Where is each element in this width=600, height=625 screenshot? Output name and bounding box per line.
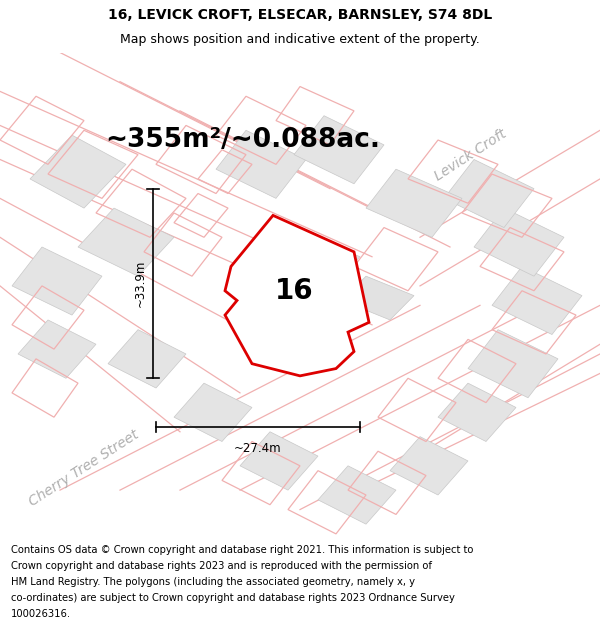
Polygon shape [318,466,396,524]
Text: Cherry Tree Street: Cherry Tree Street [26,428,142,509]
Text: ~355m²/~0.088ac.: ~355m²/~0.088ac. [105,127,380,153]
Polygon shape [492,266,582,334]
Polygon shape [474,208,564,276]
Polygon shape [225,216,369,376]
Text: ~33.9m: ~33.9m [133,260,146,307]
Text: 100026316.: 100026316. [11,609,71,619]
Polygon shape [366,169,462,238]
Text: HM Land Registry. The polygons (including the associated geometry, namely x, y: HM Land Registry. The polygons (includin… [11,577,415,587]
Polygon shape [108,329,186,388]
Polygon shape [390,437,468,495]
Text: 16, LEVICK CROFT, ELSECAR, BARNSLEY, S74 8DL: 16, LEVICK CROFT, ELSECAR, BARNSLEY, S74… [108,8,492,22]
Text: Crown copyright and database rights 2023 and is reproduced with the permission o: Crown copyright and database rights 2023… [11,561,432,571]
Text: Levick Croft: Levick Croft [433,126,509,183]
Polygon shape [342,276,414,320]
Text: Contains OS data © Crown copyright and database right 2021. This information is : Contains OS data © Crown copyright and d… [11,545,473,555]
Polygon shape [468,329,558,398]
Text: co-ordinates) are subject to Crown copyright and database rights 2023 Ordnance S: co-ordinates) are subject to Crown copyr… [11,592,455,602]
Polygon shape [294,116,384,184]
Polygon shape [30,135,126,208]
Polygon shape [216,130,306,198]
Polygon shape [288,238,360,281]
Polygon shape [174,383,252,441]
Text: Map shows position and indicative extent of the property.: Map shows position and indicative extent… [120,33,480,46]
Text: ~27.4m: ~27.4m [234,442,282,455]
Polygon shape [78,208,174,276]
Polygon shape [438,383,516,441]
Polygon shape [18,320,96,378]
Polygon shape [240,432,318,490]
Text: 16: 16 [275,277,313,305]
Polygon shape [444,159,534,228]
Polygon shape [12,247,102,315]
